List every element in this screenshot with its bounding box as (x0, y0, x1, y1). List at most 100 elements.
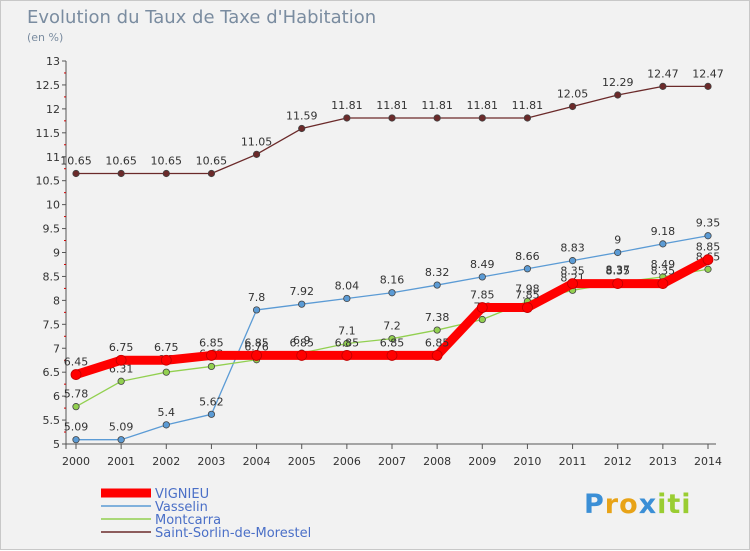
legend-entry: Montcarra (155, 513, 221, 528)
data-label: 8.04 (335, 279, 360, 292)
chart-y-unit: (en %) (27, 31, 64, 44)
data-label: 7.8 (248, 291, 266, 304)
x-tick-label: 2007 (378, 455, 406, 468)
data-point (704, 232, 712, 240)
data-label: 11.81 (376, 99, 408, 112)
logo-letter: o (619, 489, 639, 520)
data-label: 8.66 (515, 250, 540, 263)
data-label: 10.65 (196, 155, 228, 168)
data-label: 6.75 (154, 341, 179, 354)
data-label: 8.16 (380, 274, 405, 287)
data-label: 11.81 (512, 99, 544, 112)
data-point (343, 294, 351, 303)
legend-entry: Vasselin (155, 500, 208, 515)
data-point (523, 114, 532, 122)
y-tick-label: 5.5 (43, 414, 61, 427)
data-point (433, 326, 441, 334)
data-point (704, 265, 712, 273)
chart-title: Evolution du Taux de Taxe d'Habitation (27, 7, 377, 28)
logo-letter: t (667, 489, 682, 520)
data-label: 6.85 (425, 336, 450, 349)
data-label: 9.18 (651, 225, 676, 238)
data-point (70, 369, 82, 380)
data-point (296, 350, 308, 361)
y-tick-label: 9.5 (43, 223, 61, 236)
data-point (207, 362, 216, 371)
data-point (386, 350, 398, 361)
data-label: 6.85 (380, 336, 405, 349)
data-point (568, 257, 577, 265)
data-point (160, 354, 172, 366)
y-tick-label: 7.5 (43, 318, 61, 331)
data-label: 5.4 (158, 406, 176, 419)
x-tick-label: 2014 (694, 455, 722, 468)
x-tick-label: 2006 (333, 455, 361, 468)
data-point (659, 82, 667, 90)
data-point (343, 339, 351, 348)
x-tick-label: 2013 (649, 455, 677, 468)
data-label: 6.9 (293, 334, 311, 347)
data-label: 12.05 (557, 87, 589, 100)
data-point (478, 315, 486, 324)
data-label: 7.98 (515, 282, 540, 295)
data-label: 7.85 (470, 289, 495, 302)
data-point (252, 306, 261, 314)
data-label: 12.47 (647, 67, 679, 80)
data-point (162, 421, 170, 429)
data-label: 11.81 (421, 99, 453, 112)
x-tick-label: 2005 (288, 455, 316, 468)
data-label: 6.76 (244, 341, 269, 354)
data-label: 5.78 (64, 388, 89, 401)
y-tick-label: 10 (46, 199, 60, 212)
data-point (612, 278, 624, 290)
data-point (567, 278, 578, 290)
data-label: 11.81 (467, 99, 499, 112)
data-label: 7.1 (338, 324, 356, 337)
x-tick-label: 2001 (107, 455, 135, 468)
data-label: 5.09 (109, 421, 134, 434)
x-tick-label: 2012 (604, 455, 632, 468)
data-label: 5.09 (64, 421, 89, 434)
y-tick-label: 11.5 (36, 127, 61, 140)
data-point (72, 403, 80, 411)
data-label: 7.2 (383, 320, 401, 333)
logo-letter: i (657, 489, 668, 520)
logo-letter: P (584, 489, 605, 520)
data-point (523, 265, 532, 273)
data-label: 6.75 (109, 341, 134, 354)
data-point (478, 273, 486, 281)
y-tick-label: 8.5 (43, 270, 61, 283)
data-point (478, 114, 486, 122)
y-tick-label: 8 (53, 294, 60, 307)
logo-letter: i (681, 489, 692, 520)
data-point (298, 124, 306, 133)
y-tick-label: 6.5 (43, 366, 61, 379)
x-tick-label: 2000 (62, 455, 90, 468)
proxiti-logo: Proxiti (584, 489, 692, 520)
data-label: 5.62 (199, 395, 224, 408)
data-label: 9.35 (696, 217, 721, 230)
data-label: 8.85 (696, 241, 721, 254)
data-label: 6.45 (64, 356, 89, 369)
x-tick-label: 2011 (559, 455, 587, 468)
x-tick-label: 2002 (152, 455, 180, 468)
data-label: 12.29 (602, 76, 634, 89)
data-label: 6.85 (289, 336, 314, 349)
y-tick-label: 12 (46, 103, 60, 116)
data-label: 6.85 (244, 336, 269, 349)
data-label: 8.35 (560, 265, 585, 278)
data-point (568, 102, 577, 111)
data-point (433, 114, 441, 122)
data-point (252, 150, 261, 158)
y-tick-label: 7 (53, 342, 60, 355)
data-point (206, 350, 217, 361)
data-label: 9 (614, 234, 621, 247)
data-label: 8.83 (560, 242, 585, 255)
y-tick-label: 5 (53, 438, 60, 451)
data-point (614, 91, 622, 99)
data-point (702, 254, 714, 266)
data-label: 11.59 (286, 110, 318, 123)
y-tick-label: 13 (46, 55, 60, 68)
x-tick-label: 2003 (197, 455, 225, 468)
data-point (522, 302, 533, 313)
